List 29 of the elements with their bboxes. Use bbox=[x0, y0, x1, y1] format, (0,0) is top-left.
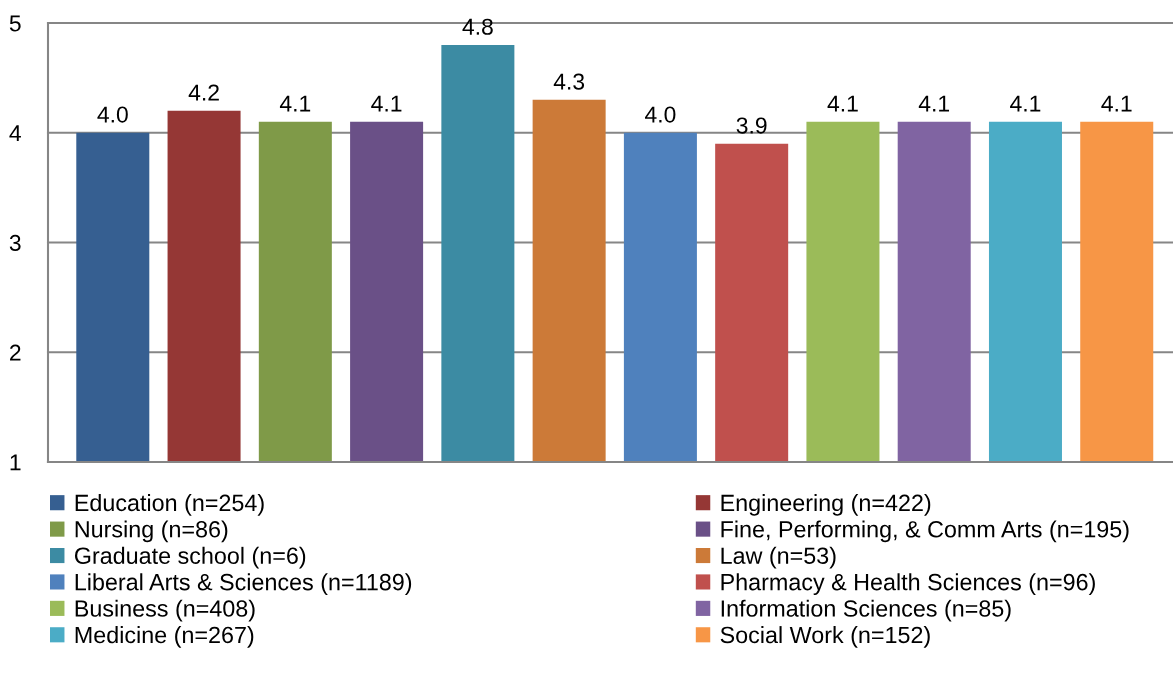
legend-label: Graduate school (n=6) bbox=[74, 546, 306, 569]
y-tick-label: 5 bbox=[9, 15, 21, 32]
data-label: 4.1 bbox=[279, 95, 311, 112]
data-label: 4.0 bbox=[97, 106, 128, 123]
data-label: 4.1 bbox=[1010, 95, 1041, 112]
y-tick-label: 4 bbox=[9, 125, 21, 142]
legend-label: Law (n=53) bbox=[721, 546, 836, 569]
legend-label: Pharmacy & Health Sciences (n=96) bbox=[721, 573, 1095, 595]
data-label: 4.2 bbox=[188, 84, 219, 101]
data-label: 4.1 bbox=[827, 95, 858, 112]
legend-label: Engineering (n=422) bbox=[721, 494, 931, 516]
data-label: 4.3 bbox=[553, 73, 585, 90]
data-label: 4.1 bbox=[371, 95, 402, 112]
legend-label: Business (n=408) bbox=[75, 599, 255, 622]
legend-label: Nursing (n=86) bbox=[75, 520, 228, 543]
legend-label: Education (n=254) bbox=[75, 494, 264, 516]
data-label: 4.0 bbox=[645, 106, 676, 123]
legend-label: Information Sciences (n=85) bbox=[721, 599, 1011, 622]
data-label: 4.1 bbox=[918, 95, 950, 112]
y-tick-label: 1 bbox=[10, 454, 21, 471]
y-tick-label: 2 bbox=[10, 344, 21, 361]
legend-label: Social Work (n=152) bbox=[720, 626, 930, 648]
legend-label: Medicine (n=267) bbox=[75, 626, 254, 648]
data-label: 4.8 bbox=[462, 18, 493, 35]
data-label: 4.1 bbox=[1101, 95, 1132, 112]
data-label: 3.9 bbox=[736, 117, 767, 134]
legend-label: Liberal Arts & Sciences (n=1189) bbox=[75, 573, 412, 595]
legend-label: Fine, Performing, & Comm Arts (n=195) bbox=[721, 520, 1129, 543]
y-tick-label: 3 bbox=[9, 234, 21, 252]
